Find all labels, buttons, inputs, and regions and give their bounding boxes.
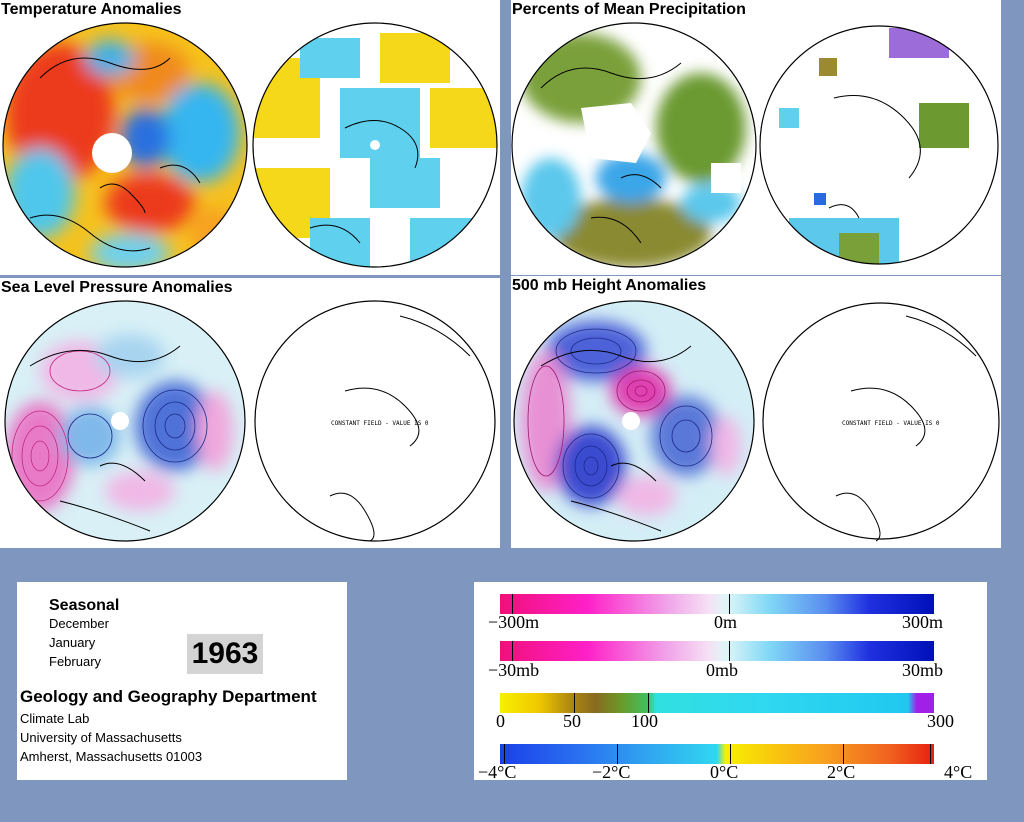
month-january: January	[49, 635, 96, 650]
height500-anomaly-globe	[513, 300, 755, 542]
precip-scale-50: 50	[563, 711, 581, 731]
height-scale-min: −300m	[488, 612, 540, 632]
university-label: University of Massachusetts	[20, 730, 182, 745]
slp-panel: Sea Level Pressure Anomalies	[0, 278, 500, 548]
temperature-title: Temperature Anomalies	[0, 0, 185, 21]
month-february: February	[49, 654, 102, 669]
year-label: 1963	[187, 634, 263, 674]
height500-sample-globe	[762, 302, 1000, 542]
temperature-scale-2: 2°C	[827, 762, 856, 782]
legend-box: −300m 0m 300m −30mb 0mb 30mb 0 50 100 30…	[474, 582, 987, 782]
precipitation-sample-globe	[759, 25, 999, 265]
pressure-scale-min: −30mb	[488, 660, 540, 680]
slp-constant-field-label: CONSTANT FIELD - VALUE IS 0	[331, 420, 429, 427]
height-scale-max: 300m	[902, 612, 944, 632]
precipitation-title: Percents of Mean Precipitation	[511, 0, 749, 21]
slp-title: Sea Level Pressure Anomalies	[0, 278, 236, 299]
info-box: Seasonal December January February 1963 …	[17, 582, 347, 780]
height500-constant-field-label: CONSTANT FIELD - VALUE IS 0	[842, 420, 940, 427]
slp-anomaly-globe	[4, 300, 246, 542]
height500-panel: 500 mb Height Anomalies	[511, 276, 1001, 548]
temperature-panel: Temperature Anomalies	[0, 0, 500, 275]
height-scale-mid: 0m	[714, 612, 738, 632]
height500-title: 500 mb Height Anomalies	[511, 276, 710, 297]
pressure-color-scale	[500, 641, 934, 661]
precip-scale-0: 0	[496, 711, 505, 731]
lab-label: Climate Lab	[20, 711, 90, 726]
month-december: December	[49, 616, 109, 631]
slp-sample-globe	[254, 300, 496, 542]
precip-color-scale	[500, 693, 934, 713]
precipitation-percent-globe	[511, 22, 757, 268]
temperature-scale-minus4: −4°C	[478, 762, 517, 782]
temperature-color-scale	[500, 744, 934, 764]
temperature-sample-globe	[252, 22, 498, 268]
precip-scale-300: 300	[927, 711, 954, 731]
precipitation-panel: Percents of Mean Precipitation	[511, 0, 1001, 275]
pressure-scale-mid: 0mb	[706, 660, 739, 680]
department-label: Geology and Geography Department	[20, 687, 317, 706]
height-color-scale	[500, 594, 934, 614]
address-label: Amherst, Massachusetts 01003	[20, 749, 203, 764]
temperature-scale-4: 4°C	[944, 762, 973, 782]
temperature-anomaly-globe	[2, 22, 248, 268]
season-label: Seasonal	[49, 597, 120, 614]
precip-scale-100: 100	[631, 711, 658, 731]
temperature-scale-0: 0°C	[710, 762, 739, 782]
temperature-scale-minus2: −2°C	[592, 762, 631, 782]
pressure-scale-max: 30mb	[902, 660, 944, 680]
